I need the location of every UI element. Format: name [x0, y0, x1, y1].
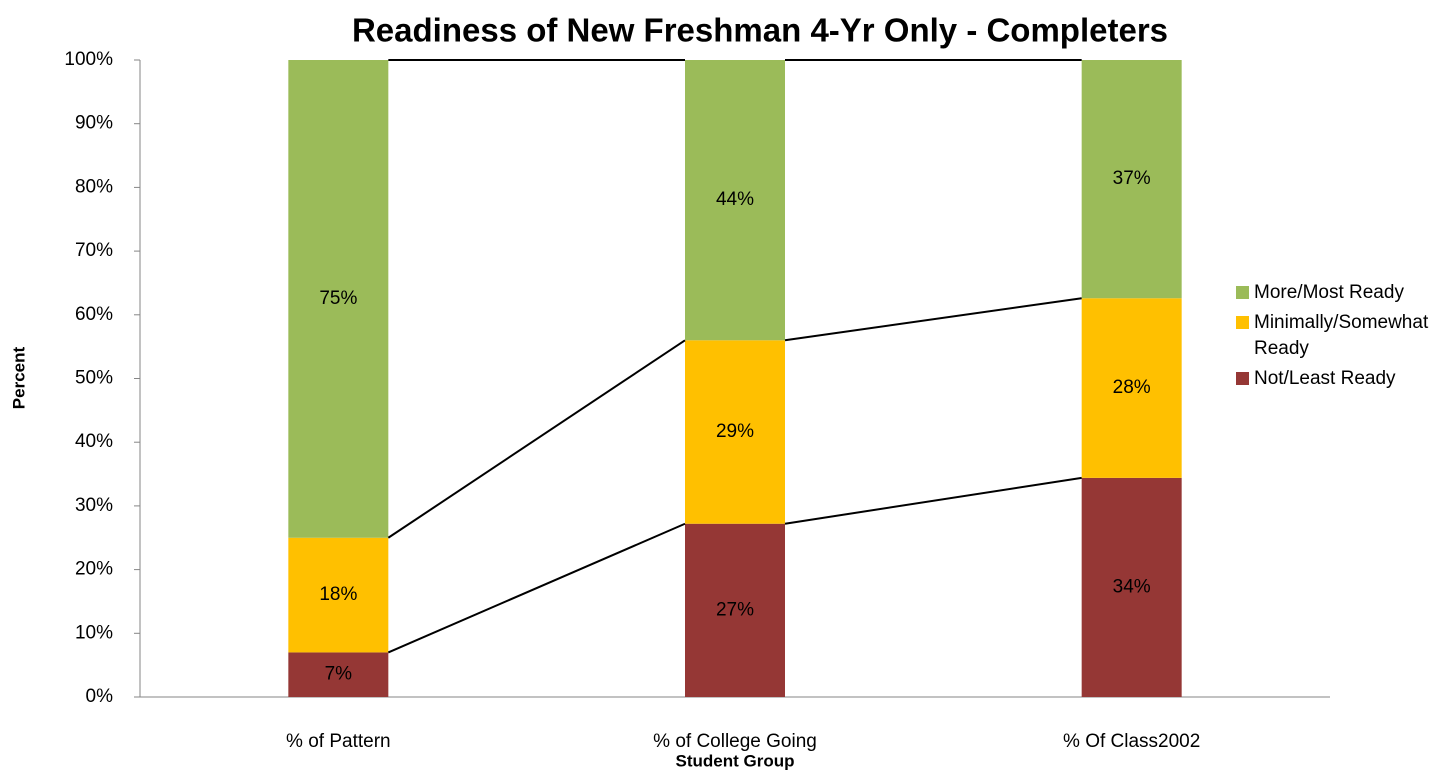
- legend: More/Most Ready Minimally/Somewhat Ready N…: [1236, 280, 1436, 392]
- data-label: 29%: [716, 421, 754, 442]
- data-label: 18%: [319, 584, 357, 605]
- y-tick-label: 0%: [86, 686, 114, 707]
- chart-title: Readiness of New Freshman 4-Yr Only - Co…: [352, 12, 1168, 49]
- y-tick-label: 50%: [75, 368, 113, 389]
- legend-item: Not/Least Ready: [1236, 366, 1436, 392]
- y-tick-label: 90%: [75, 113, 113, 134]
- y-tick-label: 60%: [75, 304, 113, 325]
- y-tick-label: 70%: [75, 240, 113, 261]
- y-tick-label: 30%: [75, 495, 113, 516]
- series-line: [784, 476, 1082, 525]
- data-label: 34%: [1113, 576, 1151, 597]
- y-axis-label: Percent: [9, 346, 28, 409]
- bar-segment: [1081, 60, 1182, 299]
- data-label: 44%: [716, 189, 754, 210]
- data-label: 75%: [319, 288, 357, 309]
- bar-segment: [1081, 477, 1182, 697]
- series-line: [387, 522, 686, 654]
- legend-label: Not/Least Ready: [1254, 368, 1396, 389]
- bar-segment: [685, 523, 785, 697]
- y-tick-label: 80%: [75, 176, 113, 197]
- y-tick-label: 40%: [75, 431, 113, 452]
- legend-item: Minimally/Somewhat Ready: [1236, 310, 1436, 362]
- x-tick-label: % Of Class2002: [1063, 731, 1200, 752]
- legend-swatch: [1236, 286, 1249, 299]
- y-tick-label: 20%: [75, 559, 113, 580]
- y-tick-label: 10%: [75, 622, 113, 643]
- legend-label: Minimally/Somewhat Ready: [1254, 312, 1429, 359]
- bar-segment: [685, 340, 785, 524]
- bar-segment: [288, 652, 389, 697]
- data-label: 27%: [716, 599, 754, 620]
- series-line: [784, 297, 1082, 342]
- data-label: 28%: [1113, 377, 1151, 398]
- y-tick-label: 100%: [64, 49, 113, 70]
- bar-segment: [1081, 298, 1182, 478]
- x-axis-label: Student Group: [676, 751, 795, 770]
- legend-swatch: [1236, 316, 1249, 329]
- series-line: [387, 339, 686, 539]
- legend-swatch: [1236, 372, 1249, 385]
- legend-label: More/Most Ready: [1254, 282, 1404, 303]
- x-tick-label: % of College Going: [653, 731, 817, 752]
- bar-segment: [288, 60, 389, 538]
- bar-segment: [685, 60, 785, 341]
- data-label: 7%: [325, 664, 353, 685]
- x-tick-label: % of Pattern: [286, 731, 391, 752]
- bar-segment: [288, 537, 389, 653]
- legend-item: More/Most Ready: [1236, 280, 1436, 306]
- data-label: 37%: [1113, 168, 1151, 189]
